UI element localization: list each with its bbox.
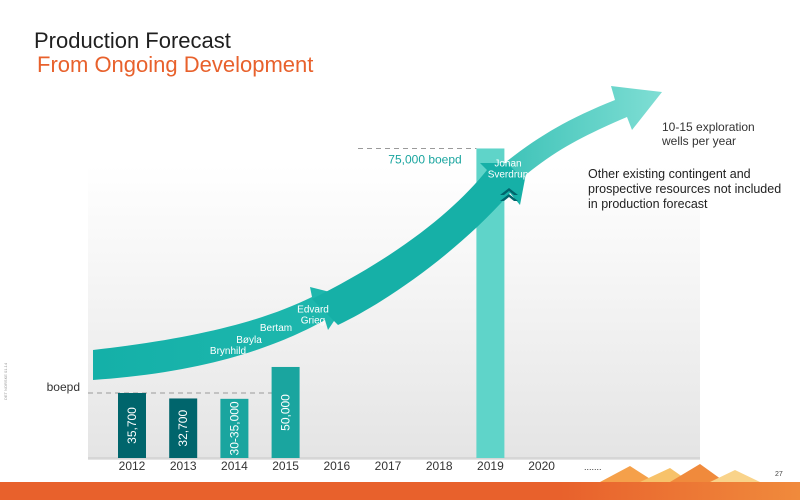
footer-art <box>600 464 760 482</box>
bar-label-2013: 32,700 <box>176 410 190 447</box>
project-label-bertam: Bertam <box>260 323 292 334</box>
page-number: 27 <box>775 471 783 478</box>
project-label-sverdrup: Sverdrup <box>488 170 529 181</box>
footer-bar <box>0 482 800 500</box>
page-subtitle: From Ongoing Development <box>37 52 314 77</box>
bar-2015 <box>271 366 300 458</box>
project-label-brynhild: Brynhild <box>210 346 246 357</box>
page-title: Production Forecast <box>34 28 231 53</box>
x-tick-label-2017: 2017 <box>375 459 402 473</box>
growth-arrow-middle <box>312 163 528 325</box>
x-tick-label-: ....... <box>584 462 602 472</box>
project-label-b-yla: Bøyla <box>236 335 262 346</box>
bar-label-2014: 30-35,000 <box>227 401 241 455</box>
x-tick-label-2012: 2012 <box>119 459 146 473</box>
project-label-grieg: Grieg <box>301 316 325 327</box>
project-label-johan: Johan <box>494 159 521 170</box>
boepd-unit-label: boepd <box>47 380 80 394</box>
side-code: DET NORSKE 01.14 <box>3 362 8 400</box>
bar-2012 <box>118 393 146 458</box>
project-label-edvard: Edvard <box>297 305 329 316</box>
bar-label-2012: 35,700 <box>125 407 139 444</box>
x-tick-label-2015: 2015 <box>272 459 299 473</box>
x-tick-label-2013: 2013 <box>170 459 197 473</box>
growth-arrow-lower <box>93 287 350 380</box>
increment-label: 75,000 boepd <box>388 152 461 166</box>
wells-note: 10-15 exploration wells per year <box>662 120 755 148</box>
x-tick-label-2019: 2019 <box>477 459 504 473</box>
growth-arrow-upper <box>506 86 662 178</box>
x-tick-label-2016: 2016 <box>323 459 350 473</box>
x-tick-label-2014: 2014 <box>221 459 248 473</box>
other-resources-note: Other existing contingent and prospectiv… <box>588 167 782 211</box>
x-tick-label-2018: 2018 <box>426 459 453 473</box>
sverdrup-marker-icon <box>500 188 518 201</box>
bar-label-2015: 50,000 <box>279 394 293 431</box>
x-tick-label-2020: 2020 <box>528 459 555 473</box>
bar-2013 <box>169 398 198 458</box>
bar-2014 <box>220 398 249 458</box>
